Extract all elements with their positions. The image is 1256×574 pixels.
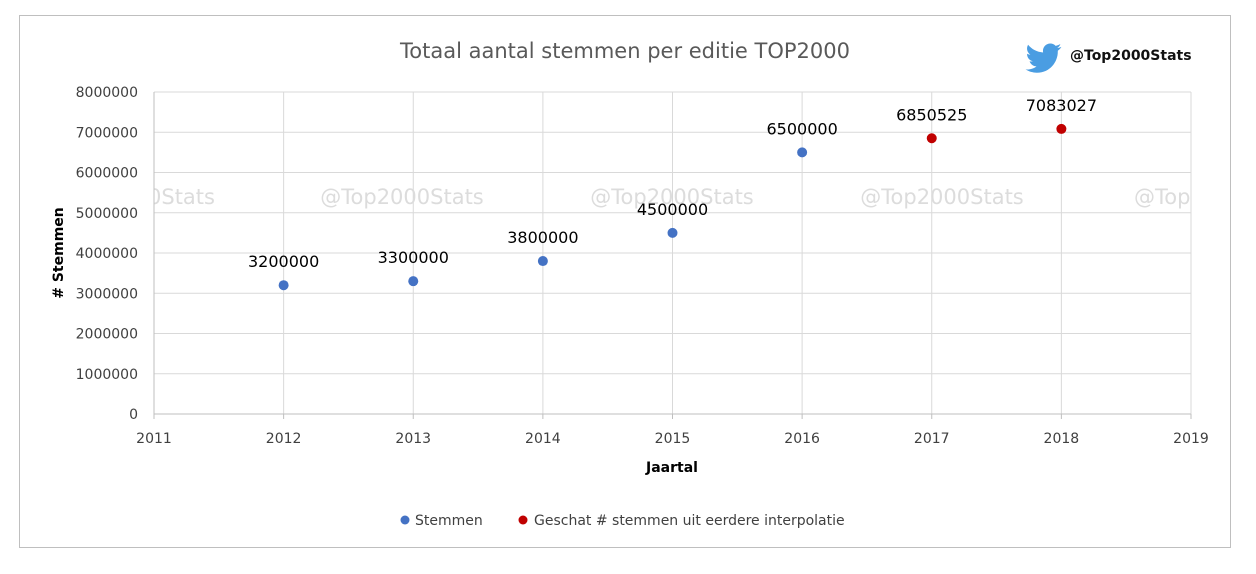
watermark-text: @Top2000Stats — [860, 185, 1024, 209]
x-axis-title: Jaartal — [645, 460, 698, 476]
legend-label-geschat: Geschat # stemmen uit eerdere interpolat… — [534, 513, 845, 529]
grid — [154, 91, 1192, 414]
x-tick-label: 2012 — [266, 431, 302, 447]
x-tick-label: 2018 — [1044, 431, 1080, 447]
chart-frame — [19, 15, 1231, 548]
data-label: 3800000 — [507, 228, 578, 247]
data-label: 6500000 — [766, 119, 837, 138]
data-point — [278, 280, 289, 291]
legend-marker-geschat — [518, 515, 528, 525]
data-label: 4500000 — [637, 200, 708, 219]
data-point — [537, 256, 548, 267]
data-label: 7083027 — [1026, 96, 1097, 115]
twitter-handle: @Top2000Stats — [1070, 48, 1192, 64]
y-tick-label: 5000000 — [76, 206, 138, 222]
x-tick-label: 2019 — [1173, 431, 1209, 447]
legend-label-stemmen: Stemmen — [415, 513, 483, 529]
x-tick-label: 2011 — [136, 431, 172, 447]
data-labels: 3200000 3300000 3800000 4500000 6500000 68505… — [248, 96, 1097, 271]
y-tick-label: 3000000 — [76, 286, 138, 302]
y-tick-label: 0 — [129, 407, 138, 423]
x-tick-label: 2014 — [525, 431, 561, 447]
y-axis-title: # Stemmen — [51, 207, 67, 299]
x-tick-label: 2016 — [784, 431, 820, 447]
watermark-text: @Top2000Stats — [590, 185, 754, 209]
data-point — [408, 276, 419, 287]
axes: 0 1000000 2000000 3000000 4000000 5000000 6000… — [76, 85, 1209, 447]
x-tick-label: 2015 — [655, 431, 691, 447]
legend: Stemmen Geschat # stemmen uit eerdere in… — [400, 513, 845, 529]
data-point — [797, 147, 808, 158]
data-points — [278, 123, 1067, 291]
y-tick-label: 2000000 — [76, 327, 138, 343]
x-tick-label: 2013 — [395, 431, 431, 447]
watermarks: 0Stats @Top2000Stats @Top2000Stats @Top2000… — [148, 185, 1190, 209]
y-tick-label: 8000000 — [76, 85, 138, 101]
data-point — [926, 133, 937, 144]
watermark-text: @Top2000Stats — [320, 185, 484, 209]
y-tick-label: 1000000 — [76, 367, 138, 383]
y-tick-label: 7000000 — [76, 125, 138, 141]
data-point — [667, 227, 678, 238]
chart-title: Totaal aantal stemmen per editie TOP2000 — [399, 39, 850, 63]
data-label: 6850525 — [896, 105, 967, 124]
y-tick-label: 6000000 — [76, 166, 138, 182]
watermark-text: @Top — [1134, 185, 1190, 209]
data-point — [1056, 123, 1067, 134]
data-label: 3300000 — [378, 248, 449, 267]
y-tick-label: 4000000 — [76, 246, 138, 262]
watermark-text: 0Stats — [148, 185, 215, 209]
data-label: 3200000 — [248, 252, 319, 271]
x-tick-label: 2017 — [914, 431, 950, 447]
twitter-bird-icon — [1025, 43, 1062, 73]
legend-marker-stemmen — [400, 515, 410, 525]
